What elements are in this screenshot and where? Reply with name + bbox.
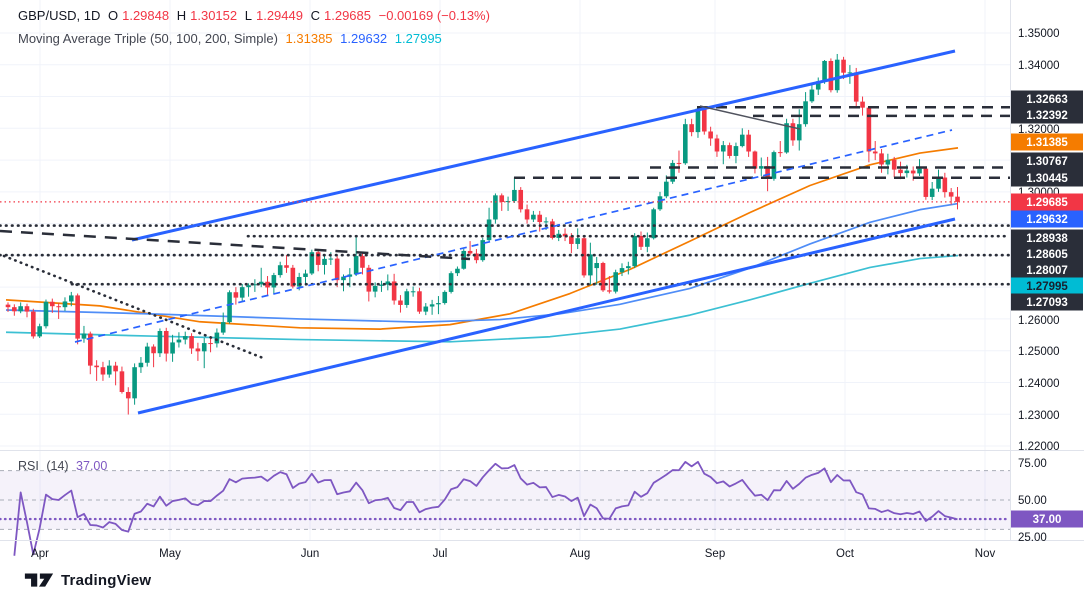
price-axis-label: 1.26000 bbox=[1018, 315, 1060, 327]
price-axis-label: 50.00 bbox=[1018, 495, 1047, 507]
price-badge-text: 1.27995 bbox=[1026, 281, 1068, 293]
rsi-value: 37.00 bbox=[76, 459, 108, 473]
candlestick-series bbox=[5, 53, 960, 415]
peak-connector-line bbox=[699, 105, 801, 130]
price-badge-text: 1.32392 bbox=[1026, 110, 1068, 122]
price-badge bbox=[1011, 510, 1083, 528]
price-badge bbox=[1011, 193, 1083, 211]
tradingview-logo-icon bbox=[24, 573, 54, 587]
time-axis-label: May bbox=[159, 548, 181, 560]
time-axis-label: Jul bbox=[433, 548, 448, 560]
price-axis-label: 1.35000 bbox=[1018, 28, 1060, 40]
rsi-params: (14) bbox=[46, 459, 69, 473]
moving-averages bbox=[5, 147, 959, 343]
high-label: H bbox=[176, 8, 187, 23]
sma100-value: 1.29632 bbox=[340, 31, 388, 46]
rsi-indicator-legend[interactable]: RSI (14) 37.00 bbox=[18, 459, 111, 473]
time-axis[interactable] bbox=[0, 541, 1084, 564]
time-axis-label: Nov bbox=[975, 548, 996, 560]
declining-dashed-trendline bbox=[0, 229, 471, 261]
low-label: L bbox=[244, 8, 252, 23]
price-badge-text: 1.32663 bbox=[1026, 94, 1068, 106]
price-axis-label: 25.00 bbox=[1018, 532, 1047, 544]
price-axis-label: 1.25000 bbox=[1018, 346, 1060, 358]
low-value: 1.29449 bbox=[255, 8, 303, 23]
time-axis-label: Oct bbox=[836, 548, 855, 560]
price-badge-text: 1.29685 bbox=[1026, 197, 1068, 209]
brand-name: TradingView bbox=[61, 572, 152, 589]
price-badge-text: 1.28938 bbox=[1026, 233, 1068, 245]
price-badge-text: 1.27093 bbox=[1026, 297, 1068, 309]
price-axis-label: 1.34000 bbox=[1018, 60, 1060, 72]
price-badge bbox=[1011, 261, 1083, 279]
open-value: 1.29848 bbox=[122, 8, 170, 23]
time-axis-label: Aug bbox=[570, 548, 590, 560]
price-badge bbox=[1011, 245, 1083, 263]
price-badge bbox=[1011, 293, 1083, 311]
open-label: O bbox=[107, 8, 119, 23]
price-badge bbox=[1011, 229, 1083, 247]
rsi-indicator-title: RSI bbox=[18, 459, 39, 473]
time-axis-label: Sep bbox=[705, 548, 725, 560]
price-axis-label: 1.24000 bbox=[1018, 378, 1060, 390]
pane-separator[interactable] bbox=[0, 447, 1010, 454]
price-badge-text: 1.30445 bbox=[1026, 173, 1068, 185]
price-badge bbox=[1011, 106, 1083, 124]
price-badge-text: 1.28605 bbox=[1026, 249, 1068, 261]
price-badge bbox=[1011, 133, 1083, 151]
price-badge bbox=[1011, 152, 1083, 170]
price-badge-text: 1.29632 bbox=[1026, 214, 1068, 226]
time-axis-label: Apr bbox=[31, 548, 49, 560]
symbol-legend[interactable]: GBP/USD, 1D O 1.29848 H 1.30152 L 1.29449 C… bbox=[18, 8, 494, 23]
channel-lower-line bbox=[137, 217, 956, 415]
sma50-value: 1.31385 bbox=[285, 31, 333, 46]
rising-dashed-trendline bbox=[74, 129, 953, 343]
ma-line bbox=[5, 147, 959, 330]
price-axis-label: 1.23000 bbox=[1018, 410, 1060, 422]
channel-upper-line bbox=[131, 49, 956, 242]
price-badge bbox=[1011, 210, 1083, 228]
change-value: −0.00169 (−0.13%) bbox=[378, 8, 490, 23]
price-axis-label: 75.00 bbox=[1018, 458, 1047, 470]
ma-line bbox=[5, 202, 959, 323]
ma-indicator-title: Moving Average Triple (50, 100, 200, Sim… bbox=[18, 31, 278, 46]
symbol-title: GBP/USD, 1D bbox=[18, 8, 101, 23]
sma200-value: 1.27995 bbox=[394, 31, 442, 46]
steep-dotted-trendline bbox=[2, 254, 265, 360]
price-badge-text: 1.28007 bbox=[1026, 265, 1068, 277]
price-axis-label: 1.22000 bbox=[1018, 441, 1060, 453]
price-axis-label: 1.32000 bbox=[1018, 124, 1060, 136]
time-axis-label: Jun bbox=[301, 548, 320, 560]
tradingview-logo[interactable]: TradingView bbox=[24, 572, 151, 589]
price-badge-text: 37.00 bbox=[1033, 514, 1062, 526]
rsi-line bbox=[13, 460, 958, 556]
close-value: 1.29685 bbox=[324, 8, 371, 23]
ma-line bbox=[5, 254, 959, 343]
high-value: 1.30152 bbox=[190, 8, 238, 23]
price-badge bbox=[1011, 277, 1083, 295]
close-label: C bbox=[310, 8, 320, 23]
price-badge-text: 1.30767 bbox=[1026, 156, 1068, 168]
price-badge-text: 1.31385 bbox=[1026, 137, 1068, 149]
ma-indicator-legend[interactable]: Moving Average Triple (50, 100, 200, Sim… bbox=[18, 31, 446, 46]
price-badge bbox=[1011, 169, 1083, 187]
price-badge bbox=[1011, 90, 1083, 108]
price-axis[interactable] bbox=[1010, 0, 1084, 540]
